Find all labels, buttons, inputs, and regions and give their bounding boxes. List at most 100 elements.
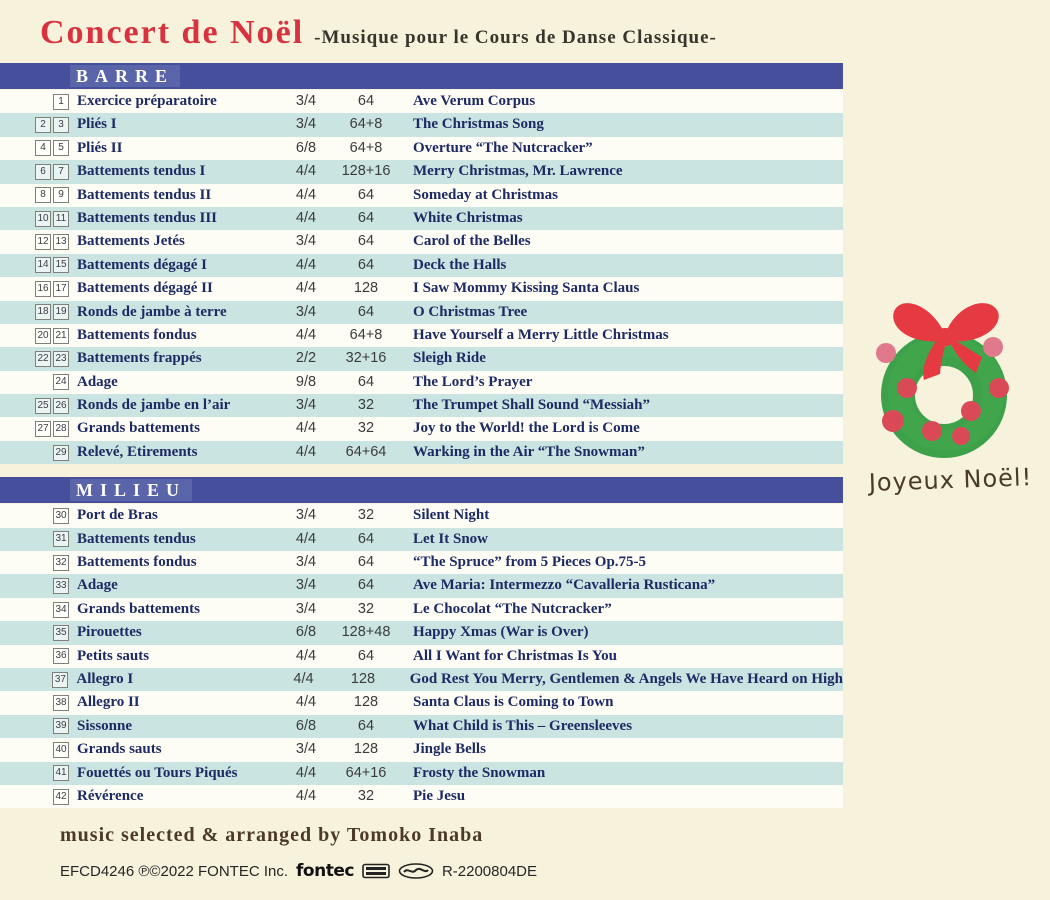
table-row: 35 Pirouettes 6/8 128+48 Happy Xmas (War is … xyxy=(0,621,843,645)
track-numbers: 29 xyxy=(0,444,70,461)
track-numbers: 31 xyxy=(0,531,70,548)
song-title: Have Yourself a Merry Little Christmas xyxy=(413,326,669,343)
exercise-name: Battements Jetés xyxy=(77,233,185,250)
table-row: 38 Allegro II 4/4 128 Santa Claus is Coming … xyxy=(0,691,843,715)
table-row: 20 21 Battements fondus 4/4 64+8 Have Yoursel… xyxy=(0,323,843,348)
count-value: 64 xyxy=(357,256,375,273)
track-number-box: 10 xyxy=(35,210,51,227)
count-value: 32+16 xyxy=(345,350,387,367)
compact-disc-logo-icon xyxy=(362,863,390,879)
time-signature: 6/8 xyxy=(295,717,317,734)
track-numbers: 30 xyxy=(0,507,70,524)
time-signature: 4/4 xyxy=(295,163,317,180)
track-number-box: 37 xyxy=(52,671,69,688)
track-number-box: 1 xyxy=(53,93,69,110)
table-row: 12 13 Battements Jetés 3/4 64 Carol of the Be… xyxy=(0,230,843,254)
track-number-box: 23 xyxy=(53,350,69,367)
track-number-box: 21 xyxy=(53,327,69,344)
song-title: Jingle Bells xyxy=(413,741,486,758)
track-number-box: 34 xyxy=(53,601,69,618)
track-number-box: 15 xyxy=(53,257,69,274)
time-signature: 3/4 xyxy=(295,93,317,109)
page-subtitle: -Musique pour le Cours de Danse Classiqu… xyxy=(314,27,717,48)
count-value: 64+16 xyxy=(345,764,387,781)
exercise-name: Battements tendus III xyxy=(77,209,218,226)
count-value: 64+64 xyxy=(345,443,387,460)
table-row: 39 Sissonne 6/8 64 What Child is This – Gree… xyxy=(0,714,843,739)
count-value: 64 xyxy=(357,373,375,390)
count-value: 32 xyxy=(357,507,375,524)
track-number-box: 7 xyxy=(53,163,69,180)
song-title: The Christmas Song xyxy=(413,116,544,133)
header: Concert de Noël -Musique pour le Cours de… xyxy=(40,14,717,52)
track-number-box: 29 xyxy=(53,444,69,461)
track-numbers: 40 xyxy=(0,741,70,758)
track-numbers: 42 xyxy=(0,788,70,805)
exercise-name: Adage xyxy=(77,577,118,594)
exercise-name: Battements fondus xyxy=(77,554,197,571)
song-title: The Lord’s Prayer xyxy=(413,373,533,390)
track-number-box: 25 xyxy=(35,397,51,414)
count-value: 64 xyxy=(357,577,375,594)
exercise-name: Sissonne xyxy=(77,717,133,734)
track-numbers: 14 15 xyxy=(0,257,70,274)
exercise-name: Grands sauts xyxy=(77,741,162,758)
table-row: 6 7 Battements tendus I 4/4 128+16 Merry Chri… xyxy=(0,160,843,184)
track-number-box: 24 xyxy=(53,374,69,391)
count-value: 128 xyxy=(353,694,379,711)
table-row: 16 17 Battements dégagé II 4/4 128 I Saw Momm… xyxy=(0,277,843,301)
track-number-box: 2 xyxy=(35,117,51,134)
track-number-box: 5 xyxy=(53,140,69,157)
count-value: 64+8 xyxy=(349,326,383,343)
track-number-box: 20 xyxy=(35,327,51,344)
count-value: 64 xyxy=(357,93,375,109)
table-row: 40 Grands sauts 3/4 128 Jingle Bells xyxy=(0,738,843,762)
track-numbers: 25 26 xyxy=(0,397,70,414)
time-signature: 3/4 xyxy=(295,233,317,250)
track-number-box: 18 xyxy=(35,304,51,321)
song-title: Pie Jesu xyxy=(413,787,466,804)
song-title: Ave Maria: Intermezzo “Cavalleria Rustic… xyxy=(413,577,716,594)
song-title: Overture “The Nutcracker” xyxy=(413,139,593,156)
track-number-box: 40 xyxy=(53,741,69,758)
exercise-name: Ronds de jambe à terre xyxy=(77,303,227,320)
song-title: Sleigh Ride xyxy=(413,350,486,367)
track-numbers: 10 11 xyxy=(0,210,70,227)
table-row: 41 Fouettés ou Tours Piqués 4/4 64+16 Frosty… xyxy=(0,761,843,785)
time-signature: 4/4 xyxy=(295,764,317,781)
song-title: Warking in the Air “The Snowman” xyxy=(413,443,645,460)
song-title: Let It Snow xyxy=(413,530,489,547)
section-header: MILIEU xyxy=(0,477,843,504)
time-signature: 6/8 xyxy=(295,624,317,641)
track-numbers: 34 xyxy=(0,601,70,618)
count-value: 32 xyxy=(357,787,375,804)
table-row: 42 Révérence 4/4 32 Pie Jesu xyxy=(0,784,843,809)
time-signature: 3/4 xyxy=(295,554,317,571)
table-row: 27 28 Grands battements 4/4 32 Joy to the Wor… xyxy=(0,417,843,441)
count-value: 64 xyxy=(357,186,375,203)
song-title: O Christmas Tree xyxy=(413,303,528,320)
song-title: Carol of the Belles xyxy=(413,233,531,250)
count-value: 64 xyxy=(357,554,375,571)
time-signature: 9/8 xyxy=(295,373,317,390)
count-value: 128+16 xyxy=(341,163,391,180)
count-value: 32 xyxy=(357,397,375,414)
time-signature: 4/4 xyxy=(293,670,314,687)
section-gap xyxy=(0,464,843,477)
track-number-box: 17 xyxy=(53,280,69,297)
count-value: 32 xyxy=(357,600,375,617)
wreath-illustration xyxy=(855,283,1045,463)
song-title: Ave Verum Corpus xyxy=(413,93,536,109)
count-value: 128 xyxy=(350,670,376,687)
time-signature: 3/4 xyxy=(295,600,317,617)
jasrac-logo-icon xyxy=(398,863,434,879)
table-row: 37 Allegro I 4/4 128 God Rest You Merry, Gen… xyxy=(0,667,843,692)
time-signature: 3/4 xyxy=(295,303,317,320)
track-number-box: 28 xyxy=(53,421,69,438)
song-title: I Saw Mommy Kissing Santa Claus xyxy=(413,280,640,297)
exercise-name: Relevé, Etirements xyxy=(77,443,198,460)
table-row: 32 Battements fondus 3/4 64 “The Spruce” fro… xyxy=(0,551,843,575)
song-title: The Trumpet Shall Sound “Messiah” xyxy=(413,397,651,414)
song-title: Silent Night xyxy=(413,507,490,524)
